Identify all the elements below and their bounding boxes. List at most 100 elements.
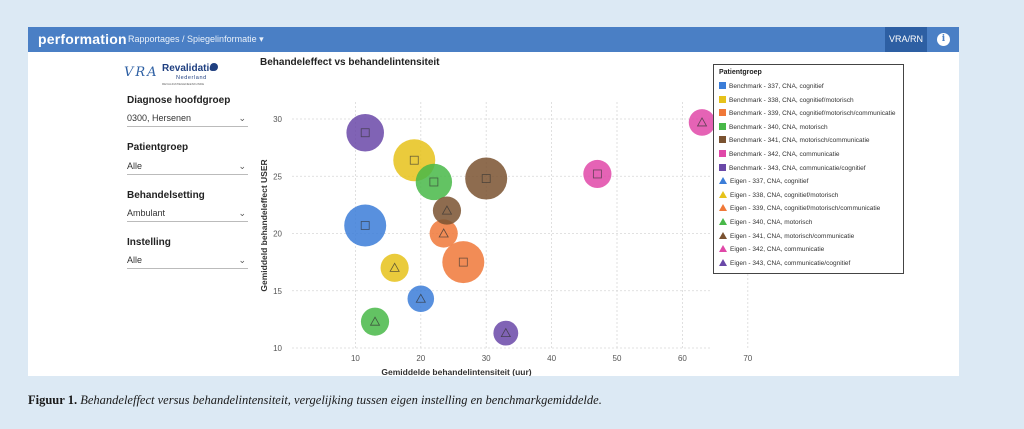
diagnose-select[interactable]: 0300, Hersenen ⌄ <box>127 110 248 127</box>
bubble-triangle-marker <box>389 262 400 272</box>
x-axis-label: Gemiddelde behandelintensiteit (uur) <box>381 367 531 376</box>
bubble-square-marker <box>360 128 370 138</box>
bubble <box>360 307 390 336</box>
bubble <box>465 157 508 200</box>
legend-label: Benchmark - 343, CNA, communicatie/cogni… <box>729 164 866 172</box>
square-icon <box>719 95 726 103</box>
vra-logo: VRA Revalidatie Nederland REVALIDATIEGEN… <box>124 63 218 86</box>
breadcrumb-menu[interactable]: Rapportages / Spiegelinformatie ▾ <box>128 34 264 44</box>
chart-title: Behandeleffect vs behandelintensiteit <box>260 57 440 68</box>
bubble-triangle-marker <box>415 293 426 303</box>
legend-label: Benchmark - 340, CNA, motorisch <box>729 123 828 131</box>
legend-item[interactable]: Benchmark - 338, CNA, cognitief/motorisc… <box>719 95 854 104</box>
legend-label: Eigen - 341, CNA, motorisch/communicatie <box>730 232 855 240</box>
bubble <box>432 196 462 225</box>
triangle-icon <box>719 245 727 253</box>
legend-item[interactable]: Eigen - 339, CNA, cognitief/motorisch/co… <box>719 204 880 212</box>
caption-label: Figuur 1. <box>28 393 78 407</box>
legend-item[interactable]: Eigen - 341, CNA, motorisch/communicatie <box>719 231 855 240</box>
diagnose-select-value: 0300, Hersenen <box>127 113 192 123</box>
legend-label: Eigen - 340, CNA, motorisch <box>730 219 813 226</box>
instelling-select[interactable]: Alle ⌄ <box>127 252 248 269</box>
legend-item[interactable]: Benchmark - 340, CNA, motorisch <box>719 122 828 131</box>
info-icon[interactable]: i <box>937 33 950 46</box>
legend-label: Benchmark - 338, CNA, cognitief/motorisc… <box>729 96 854 104</box>
bubble <box>493 320 519 346</box>
x-tick-label: 60 <box>678 354 687 363</box>
legend-item[interactable]: Eigen - 337, CNA, cognitief <box>719 177 808 185</box>
square-icon <box>719 82 726 89</box>
bubble <box>380 253 409 282</box>
patientgroep-select-value: Alle <box>127 161 143 171</box>
legend-item[interactable]: Eigen - 343, CNA, communicatie/cognitief <box>719 258 851 267</box>
legend-label: Eigen - 337, CNA, cognitief <box>730 178 809 186</box>
caption-text: Behandeleffect versus behandelintensitei… <box>80 393 602 407</box>
legend-label: Benchmark - 342, CNA, communicatie <box>729 151 840 158</box>
bubble-triangle-marker <box>696 117 708 127</box>
bubble-triangle-marker <box>369 316 381 326</box>
bubble-triangle-marker <box>438 228 449 238</box>
logo-sub: Nederland <box>176 75 207 81</box>
filter-label-instelling: Instelling <box>127 237 171 248</box>
square-icon <box>719 150 726 157</box>
report-frame: performation Rapportages / Spiegelinform… <box>28 27 959 376</box>
legend-item[interactable]: Eigen - 340, CNA, motorisch <box>719 218 812 226</box>
x-tick-label: 20 <box>416 354 425 363</box>
x-tick-label: 50 <box>613 354 622 363</box>
behandelsetting-select[interactable]: Ambulant ⌄ <box>127 205 248 222</box>
chevron-down-icon: ⌄ <box>238 113 246 123</box>
y-tick-label: 15 <box>273 287 282 296</box>
square-icon <box>719 136 726 144</box>
bubble <box>407 285 435 313</box>
bubble <box>346 113 384 152</box>
bubble-square-marker <box>481 174 491 183</box>
bubble <box>344 204 387 247</box>
legend-label: Eigen - 342, CNA, communicatie <box>730 246 825 254</box>
y-tick-label: 10 <box>273 344 282 353</box>
x-tick-label: 40 <box>547 354 556 363</box>
bubble-square-marker <box>409 155 419 165</box>
legend-item[interactable]: Benchmark - 341, CNA, motorisch/communic… <box>719 136 870 144</box>
bubble-square-marker <box>429 177 439 187</box>
legend-label: Benchmark - 341, CNA, motorisch/communic… <box>729 137 870 145</box>
top-bar: performation Rapportages / Spiegelinform… <box>28 27 959 52</box>
y-tick-label: 25 <box>273 172 282 181</box>
legend-item[interactable]: Benchmark - 343, CNA, communicatie/cogni… <box>719 163 866 172</box>
legend-title: Patientgroep <box>719 69 762 76</box>
legend-label: Benchmark - 339, CNA, cognitief/motorisc… <box>729 110 896 118</box>
patientgroep-select[interactable]: Alle ⌄ <box>127 158 248 175</box>
legend-item[interactable]: Benchmark - 342, CNA, communicatie <box>719 150 840 158</box>
chevron-down-icon: ⌄ <box>238 161 246 171</box>
bubble <box>442 241 485 284</box>
square-icon <box>719 109 726 117</box>
legend-item[interactable]: Benchmark - 339, CNA, cognitief/motorisc… <box>719 109 896 117</box>
logo-tagline: REVALIDATIEGENEESKUNDE <box>162 82 204 86</box>
figure-caption: Figuur 1. Behandeleffect versus behandel… <box>28 393 602 408</box>
bubble <box>429 219 458 248</box>
legend-item[interactable]: Eigen - 342, CNA, communicatie <box>719 245 824 253</box>
bubble <box>688 109 716 136</box>
legend-label: Benchmark - 337, CNA, cognitief <box>729 83 824 90</box>
behandelsetting-select-value: Ambulant <box>127 208 166 218</box>
legend-label: Eigen - 343, CNA, communicatie/cognitief <box>730 259 851 267</box>
x-tick-label: 10 <box>351 354 360 363</box>
bubble <box>415 163 453 201</box>
filter-label-patientgroep: Patientgroep <box>127 142 189 153</box>
legend-label: Eigen - 338, CNA, cognitief/motorisch <box>730 191 839 199</box>
filter-label-diagnose: Diagnose hoofdgroep <box>127 95 231 106</box>
square-icon <box>719 163 726 171</box>
bubble <box>583 159 612 189</box>
y-axis-label: Gemiddeld behandeleffect USER <box>259 159 269 291</box>
square-icon <box>719 122 726 130</box>
brand-logo[interactable]: performation <box>38 31 127 47</box>
x-tick-label: 30 <box>482 354 491 363</box>
chevron-down-icon: ⌄ <box>238 255 246 265</box>
legend: Patientgroep Benchmark - 337, CNA, cogni… <box>713 64 904 274</box>
organisation-badge[interactable]: VRA/RN <box>885 27 927 52</box>
bubble-triangle-marker <box>441 205 453 215</box>
x-tick-label: 70 <box>743 354 752 363</box>
filter-label-behandelsetting: Behandelsetting <box>127 190 205 201</box>
legend-item[interactable]: Benchmark - 337, CNA, cognitief <box>719 82 824 90</box>
legend-item[interactable]: Eigen - 338, CNA, cognitief/motorisch <box>719 190 839 199</box>
triangle-icon <box>719 258 727 266</box>
